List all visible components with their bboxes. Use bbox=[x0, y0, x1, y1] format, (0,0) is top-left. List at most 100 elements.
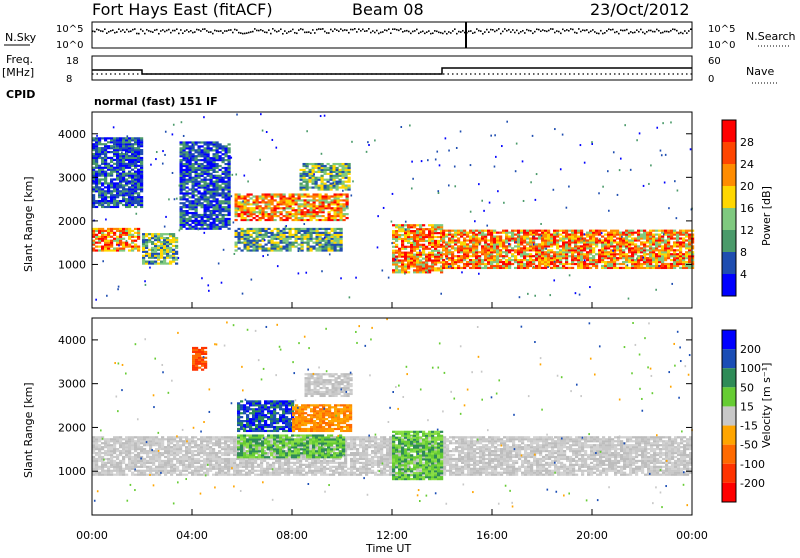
heatmap-cell bbox=[228, 222, 231, 224]
heatmap-cell bbox=[410, 246, 413, 248]
heatmap-cell bbox=[508, 263, 511, 265]
heatmap-cell bbox=[95, 438, 98, 440]
heatmap-cell bbox=[502, 232, 505, 234]
heatmap-cell bbox=[183, 155, 186, 157]
heatmap-cell bbox=[131, 143, 134, 145]
heatmap-cell bbox=[481, 235, 484, 237]
heatmap-cell bbox=[122, 184, 125, 186]
heatmap-cell bbox=[277, 249, 280, 251]
heatmap-cell bbox=[658, 253, 661, 255]
heatmap-cell bbox=[235, 234, 238, 236]
heatmap-cell bbox=[165, 216, 167, 218]
heatmap-cell bbox=[324, 167, 327, 169]
heatmap-cell bbox=[169, 243, 172, 245]
heatmap-cell bbox=[679, 241, 682, 243]
heatmap-cell bbox=[529, 253, 532, 255]
heatmap-cell bbox=[225, 188, 228, 190]
heatmap-cell bbox=[309, 175, 312, 177]
heatmap-cell bbox=[460, 261, 463, 263]
heatmap-cell bbox=[434, 226, 437, 228]
heatmap-cell bbox=[110, 186, 113, 188]
heatmap-cell bbox=[104, 474, 107, 476]
noise-point bbox=[208, 31, 210, 33]
heatmap-cell bbox=[487, 247, 490, 249]
heatmap-cell bbox=[198, 192, 201, 194]
heatmap-cell bbox=[679, 247, 682, 249]
heatmap-cell bbox=[574, 235, 577, 237]
heatmap-cell bbox=[98, 460, 101, 462]
heatmap-cell bbox=[334, 217, 337, 219]
heatmap-cell bbox=[627, 264, 629, 266]
heatmap-cell bbox=[589, 234, 592, 236]
heatmap-cell bbox=[646, 241, 649, 243]
heatmap-cell bbox=[145, 233, 148, 235]
heatmap-cell bbox=[610, 239, 613, 241]
heatmap-cell bbox=[295, 245, 298, 247]
heatmap-cell bbox=[113, 146, 115, 148]
heatmap-cell bbox=[131, 145, 134, 147]
heatmap-cell bbox=[193, 144, 195, 146]
heatmap-cell bbox=[213, 188, 216, 190]
noise-point bbox=[602, 33, 604, 35]
heatmap-cell bbox=[434, 240, 437, 242]
heatmap-cell bbox=[225, 210, 228, 212]
heatmap-cell bbox=[154, 262, 157, 264]
heatmap-cell bbox=[186, 163, 189, 165]
heatmap-cell bbox=[228, 159, 231, 161]
heatmap-cell bbox=[259, 234, 262, 236]
heatmap-cell bbox=[604, 230, 607, 232]
heatmap-cell bbox=[544, 232, 547, 234]
heatmap-cell bbox=[469, 241, 472, 243]
heatmap-cell bbox=[410, 230, 413, 232]
heatmap-cell bbox=[437, 254, 440, 256]
heatmap-cell bbox=[310, 247, 313, 249]
heatmap-cell bbox=[207, 185, 210, 187]
heatmap-cell bbox=[286, 236, 289, 238]
heatmap-cell bbox=[610, 241, 613, 243]
heatmap-cell bbox=[210, 194, 213, 196]
heatmap-cell bbox=[343, 193, 346, 195]
heatmap-cell bbox=[286, 203, 289, 205]
heatmap-cell bbox=[517, 253, 520, 255]
heatmap-cell bbox=[622, 243, 625, 245]
heatmap-cell bbox=[183, 163, 186, 165]
heatmap-cell bbox=[128, 163, 131, 165]
heatmap-cell bbox=[652, 267, 655, 269]
heatmap-cell bbox=[619, 243, 622, 245]
heatmap-cell bbox=[646, 245, 649, 247]
heatmap-cell bbox=[463, 239, 466, 241]
heatmap-cell bbox=[128, 204, 131, 206]
heatmap-cell bbox=[216, 226, 219, 228]
heatmap-cell bbox=[416, 252, 419, 254]
heatmap-cell bbox=[131, 464, 134, 466]
heatmap-cell bbox=[499, 259, 502, 261]
heatmap-cell bbox=[340, 193, 343, 195]
heatmap-cell bbox=[289, 213, 292, 215]
heatmap-cell bbox=[490, 243, 493, 245]
noise-point bbox=[106, 32, 108, 34]
heatmap-cell bbox=[652, 255, 655, 257]
noise-point bbox=[152, 31, 154, 33]
heatmap-cell bbox=[295, 201, 298, 203]
heatmap-cell bbox=[298, 238, 301, 240]
heatmap-cell bbox=[334, 247, 337, 249]
heatmap-cell bbox=[511, 232, 514, 234]
heatmap-cell bbox=[131, 249, 134, 251]
heatmap-cell bbox=[658, 243, 661, 245]
heatmap-cell bbox=[517, 239, 520, 241]
heatmap-cell bbox=[119, 161, 122, 163]
heatmap-cell bbox=[95, 444, 98, 446]
heatmap-cell bbox=[104, 472, 107, 474]
heatmap-cell bbox=[102, 260, 104, 262]
heatmap-cell bbox=[310, 238, 313, 240]
noise-point bbox=[302, 29, 304, 31]
heatmap-cell bbox=[178, 257, 180, 259]
heatmap-cell bbox=[183, 157, 186, 159]
heatmap-cell bbox=[395, 265, 398, 267]
noise-point bbox=[384, 29, 386, 31]
heatmap-cell bbox=[484, 257, 487, 259]
heatmap-cell bbox=[613, 151, 615, 153]
heatmap-cell bbox=[634, 247, 637, 249]
heatmap-cell bbox=[676, 261, 679, 263]
heatmap-cell bbox=[186, 210, 189, 212]
